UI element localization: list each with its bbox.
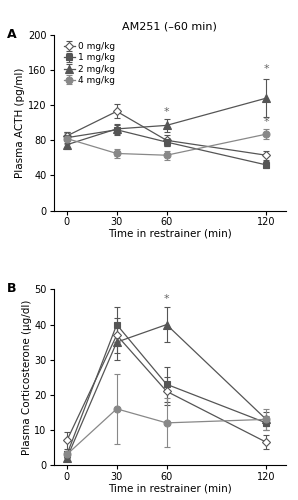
Text: *: * <box>164 106 169 117</box>
Text: *: * <box>263 117 269 127</box>
X-axis label: Time in restrainer (min): Time in restrainer (min) <box>108 484 232 494</box>
Y-axis label: Plasma ACTH (pg/ml): Plasma ACTH (pg/ml) <box>15 68 25 178</box>
X-axis label: Time in restrainer (min): Time in restrainer (min) <box>108 229 232 239</box>
Text: *: * <box>164 294 169 304</box>
Text: A: A <box>7 28 17 41</box>
Text: *: * <box>263 64 269 74</box>
Legend: 0 mg/kg, 1 mg/kg, 2 mg/kg, 4 mg/kg: 0 mg/kg, 1 mg/kg, 2 mg/kg, 4 mg/kg <box>63 42 116 86</box>
Text: B: B <box>7 282 17 296</box>
Y-axis label: Plasma Corticosterone (μg/dl): Plasma Corticosterone (μg/dl) <box>21 300 32 455</box>
Text: *: * <box>114 153 119 163</box>
Title: AM251 (–60 min): AM251 (–60 min) <box>122 22 217 32</box>
